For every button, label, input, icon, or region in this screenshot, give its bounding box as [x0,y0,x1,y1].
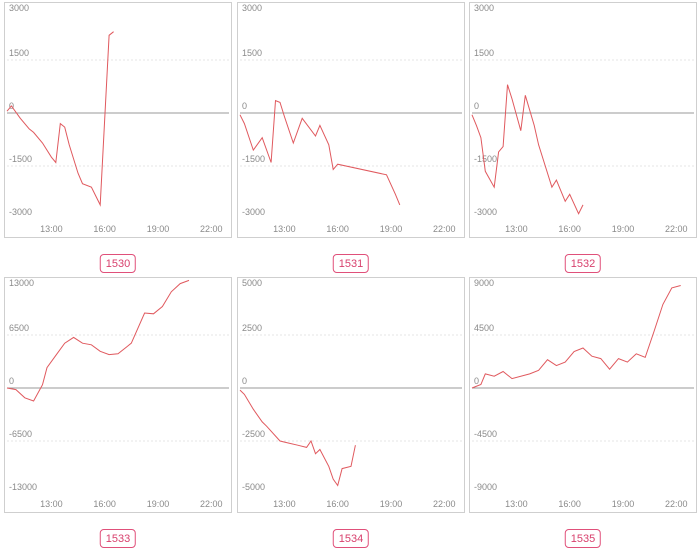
x-tick-label: 16:00 [326,224,349,234]
chart-label-tag[interactable]: 1533 [99,529,137,548]
y-tick-label: 0 [474,376,479,386]
y-tick-label: 0 [242,101,247,111]
chart-cell-1533: 13000 6500 0 -6500 -13000 13:00 16:00 19:00 22:0… [4,277,232,549]
chart-cell-1530: 3000 1500 0 -1500 -3000 13:00 16:00 19:00 22:00 … [4,2,232,274]
chart-label-tag[interactable]: 1531 [332,254,370,273]
x-tick-label: 13:00 [40,499,63,509]
x-tick-label: 13:00 [505,224,528,234]
chart-cell-1534: 5000 2500 0 -2500 -5000 13:00 16:00 19:00 22:00 … [237,277,465,549]
y-tick-label: -3000 [474,207,497,217]
chart-panel: 13000 6500 0 -6500 -13000 13:00 16:00 19:00 22:0… [4,277,232,513]
series-line [6,31,114,207]
x-tick-label: 19:00 [380,224,403,234]
chart-cell-1532: 3000 1500 0 -1500 -3000 13:00 16:00 19:00 22:00 … [469,2,697,274]
y-tick-label: -13000 [9,482,37,492]
x-tick-label: 22:00 [200,224,223,234]
y-tick-label: -6500 [9,429,32,439]
x-tick-label: 22:00 [200,499,223,509]
y-tick-label: 0 [474,101,479,111]
y-tick-label: 9000 [474,278,494,288]
series-line [239,99,401,206]
chart-label-tag[interactable]: 1530 [99,254,137,273]
x-tick-label: 19:00 [147,499,170,509]
chart-label-tag[interactable]: 1532 [564,254,602,273]
y-tick-label: 0 [242,376,247,386]
x-tick-label: 16:00 [558,499,581,509]
series-line [471,285,681,389]
y-tick-label: 3000 [474,3,494,13]
chart-cell-1531: 3000 1500 0 -1500 -3000 13:00 16:00 19:00 22:00 … [237,2,465,274]
y-tick-label: -2500 [242,429,265,439]
x-tick-label: 16:00 [93,224,116,234]
chart-panel: 3000 1500 0 -1500 -3000 13:00 16:00 19:00 22:00 [237,2,465,238]
x-tick-label: 19:00 [380,499,403,509]
y-tick-label: 13000 [9,278,34,288]
y-tick-label: 2500 [242,323,262,333]
series-line [6,279,190,402]
y-tick-label: -5000 [242,482,265,492]
y-tick-label: -3000 [242,207,265,217]
x-tick-label: 19:00 [612,224,635,234]
chart-panel: 9000 4500 0 -4500 -9000 13:00 16:00 19:00 22:00 [469,277,697,513]
x-tick-label: 13:00 [40,224,63,234]
x-tick-label: 13:00 [273,224,296,234]
series-line [239,389,356,487]
x-tick-label: 16:00 [558,224,581,234]
y-tick-label: 0 [9,376,14,386]
y-tick-label: 1500 [474,48,494,58]
y-tick-label: -1500 [9,154,32,164]
y-tick-label: -3000 [9,207,32,217]
chart-label-tag[interactable]: 1534 [332,529,370,548]
y-tick-label: 1500 [242,48,262,58]
y-tick-label: -4500 [474,429,497,439]
x-tick-label: 19:00 [147,224,170,234]
y-tick-label: -1500 [474,154,497,164]
x-tick-label: 22:00 [433,224,456,234]
chart-panel: 3000 1500 0 -1500 -3000 13:00 16:00 19:00 22:00 [469,2,697,238]
y-tick-label: 6500 [9,323,29,333]
y-tick-label: 5000 [242,278,262,288]
chart-cell-1535: 9000 4500 0 -4500 -9000 13:00 16:00 19:00 22:00 … [469,277,697,549]
x-tick-label: 16:00 [93,499,116,509]
x-tick-label: 22:00 [433,499,456,509]
chart-panel: 5000 2500 0 -2500 -5000 13:00 16:00 19:00 22:00 [237,277,465,513]
chart-panel: 3000 1500 0 -1500 -3000 13:00 16:00 19:00 22:00 [4,2,232,238]
x-tick-label: 22:00 [665,499,688,509]
y-tick-label: 3000 [242,3,262,13]
y-tick-label: 1500 [9,48,29,58]
series-line [471,84,584,215]
x-tick-label: 13:00 [505,499,528,509]
x-tick-label: 13:00 [273,499,296,509]
x-tick-label: 16:00 [326,499,349,509]
y-tick-label: 4500 [474,323,494,333]
x-tick-label: 19:00 [612,499,635,509]
y-tick-label: -1500 [242,154,265,164]
chart-label-tag[interactable]: 1535 [564,529,602,548]
x-tick-label: 22:00 [665,224,688,234]
y-tick-label: 3000 [9,3,29,13]
y-tick-label: -9000 [474,482,497,492]
